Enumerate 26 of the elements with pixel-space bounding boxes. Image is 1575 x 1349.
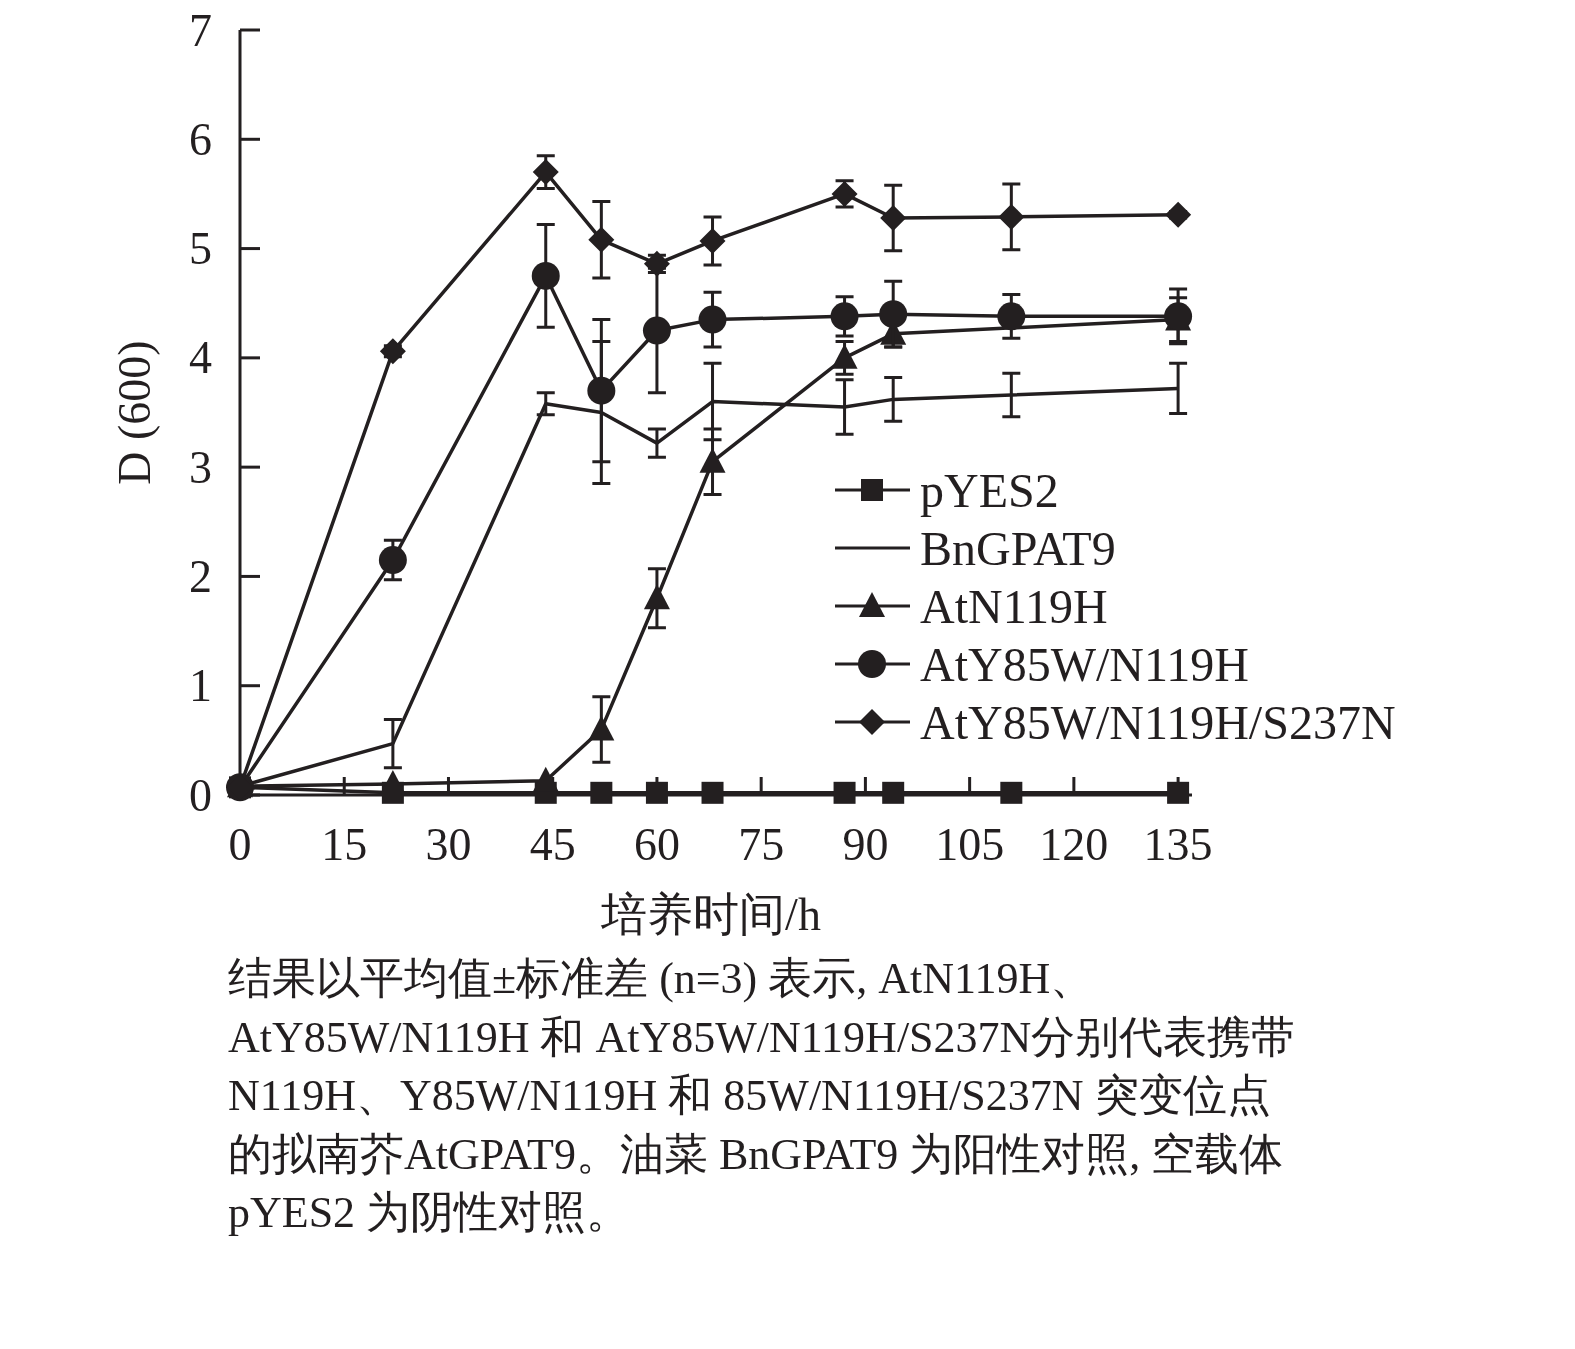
- y-tick-label: 4: [189, 332, 212, 384]
- x-tick-label: 105: [935, 819, 1005, 870]
- x-tick-label: 90: [842, 819, 889, 870]
- legend-label: AtY85W/N119H/S237N: [920, 695, 1396, 749]
- x-tick-label: 75: [738, 819, 785, 870]
- x-tick-label: 120: [1039, 819, 1109, 870]
- y-axis-title: D (600): [109, 340, 160, 485]
- y-tick-label: 1: [189, 660, 212, 712]
- y-tick-label: 0: [189, 769, 212, 821]
- y-tick-label: 3: [189, 441, 212, 493]
- x-tick-label: 60: [633, 819, 680, 870]
- y-tick-label: 5: [189, 223, 212, 275]
- legend-label: pYES2: [920, 463, 1059, 517]
- legend-label: AtN119H: [920, 579, 1108, 633]
- legend-label: BnGPAT9: [920, 521, 1116, 575]
- x-tick-label: 30: [425, 819, 472, 870]
- x-tick-label: 45: [529, 819, 576, 870]
- x-tick-label: 135: [1143, 819, 1213, 870]
- x-tick-label: 0: [228, 819, 252, 870]
- y-tick-label: 7: [189, 4, 212, 56]
- y-tick-label: 2: [189, 550, 212, 602]
- text: 结果以平均值±标准差 (n=3) 表示, AtN119H、AtY85W/N119H 和 AtY85W/N119H/S237N分别代表携带 N119H、Y85W/N119H 和 85W/N119H/S237N 突变位点的拟南芥AtGPAT9。油菜 BnGPAT9 为阳性对照, 空载体 pYES2 为阴性对照。: [228, 953, 1297, 1240]
- x-tick-label: 15: [321, 819, 368, 870]
- y-tick-label: 6: [189, 113, 212, 165]
- legend-label: AtY85W/N119H: [920, 637, 1249, 691]
- x-axis-title: 培养时间/h: [600, 889, 821, 940]
